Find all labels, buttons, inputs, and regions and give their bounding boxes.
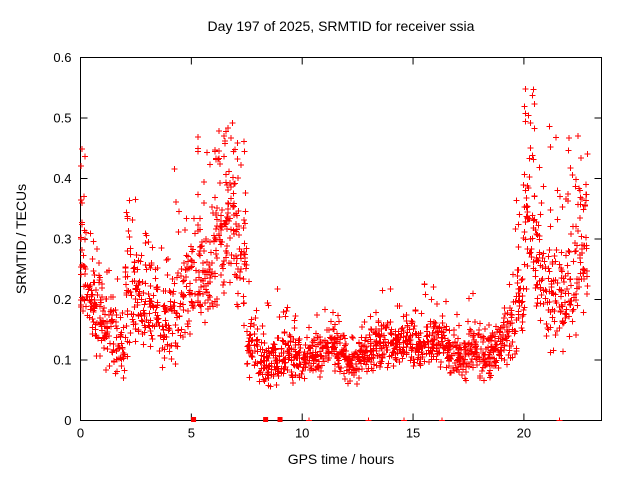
baseline-tick-markers (306, 417, 563, 421)
scatter-points (78, 86, 591, 390)
y-tick-label: 0.3 (53, 232, 71, 247)
x-tick-label: 5 (188, 426, 195, 441)
y-tick-label: 0.6 (53, 50, 71, 65)
chart-title: Day 197 of 2025, SRMTID for receiver ssi… (208, 18, 475, 34)
x-axis-label: GPS time / hours (288, 451, 395, 467)
baseline-square-marker (277, 417, 283, 422)
y-tick-label: 0.1 (53, 353, 71, 368)
y-tick-label: 0.4 (53, 171, 71, 186)
y-axis-label: SRMTID / TECUs (13, 184, 29, 294)
x-tick-label: 20 (517, 426, 531, 441)
y-tick-label: 0 (64, 413, 71, 428)
x-tick-label: 10 (295, 426, 309, 441)
baseline-square-marker (191, 417, 197, 422)
y-tick-label: 0.5 (53, 111, 71, 126)
y-tick-label: 0.2 (53, 292, 71, 307)
x-tick-label: 15 (406, 426, 420, 441)
x-tick-label: 0 (77, 426, 84, 441)
plot-area: 0 5 10 15 20 0 0.1 0.2 0.3 0.4 0.5 0.6 (53, 50, 602, 441)
baseline-square-marker (263, 417, 269, 422)
